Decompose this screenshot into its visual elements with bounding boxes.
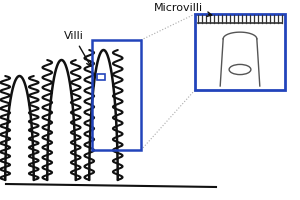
Text: Microvilli: Microvilli [154, 3, 212, 16]
Bar [97, 74, 105, 80]
Bar [92, 40, 141, 150]
Text: Villi: Villi [64, 31, 91, 66]
Bar [195, 14, 285, 90]
